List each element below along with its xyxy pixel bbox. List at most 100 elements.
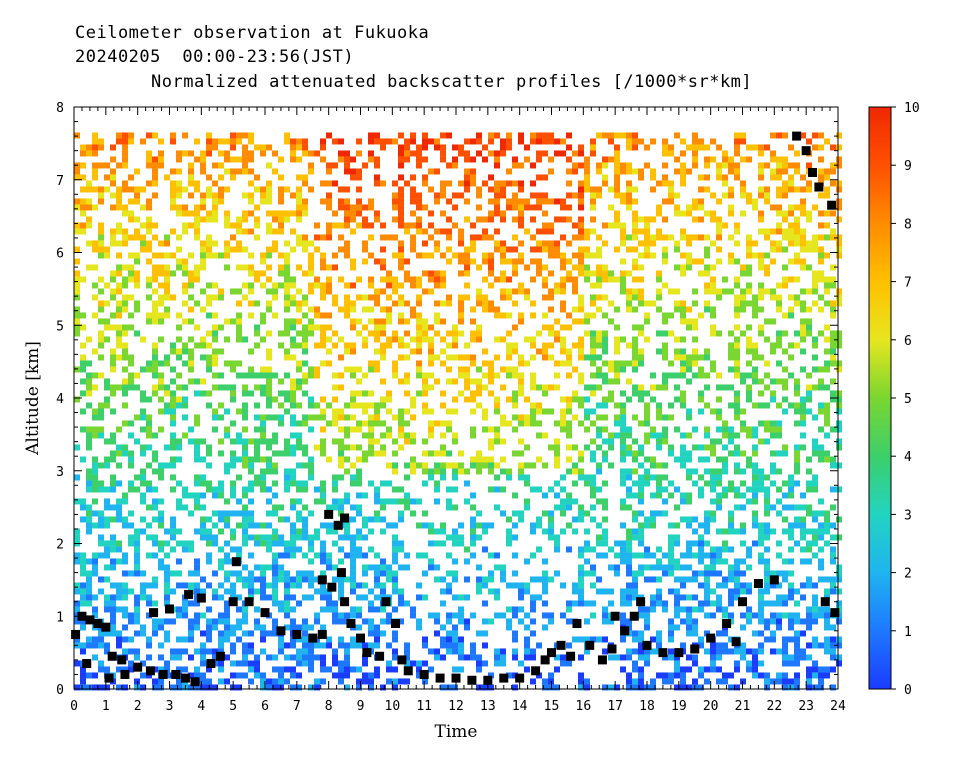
heatmap-cell <box>752 510 758 517</box>
heatmap-cell <box>644 438 650 445</box>
heatmap-cell <box>86 504 92 511</box>
heatmap-cell <box>92 522 98 529</box>
heatmap-cell <box>548 528 554 535</box>
heatmap-cell <box>638 216 644 223</box>
heatmap-cell <box>152 174 158 181</box>
heatmap-cell <box>692 138 698 145</box>
heatmap-cell <box>170 192 176 199</box>
heatmap-cell <box>116 132 122 139</box>
heatmap-cell <box>800 186 806 193</box>
heatmap-cell <box>80 456 86 463</box>
heatmap-cell <box>266 186 272 193</box>
heatmap-cell <box>350 402 356 409</box>
heatmap-cell <box>476 534 482 541</box>
heatmap-cell <box>656 486 662 493</box>
heatmap-cell <box>410 306 416 313</box>
heatmap-cell <box>608 432 614 439</box>
heatmap-cell <box>92 594 98 601</box>
heatmap-cell <box>296 432 302 439</box>
heatmap-cell <box>530 312 536 319</box>
heatmap-cell <box>656 444 662 451</box>
heatmap-cell <box>260 480 266 487</box>
heatmap-cell <box>188 582 194 589</box>
heatmap-cell <box>230 132 236 139</box>
heatmap-cell <box>632 342 638 349</box>
heatmap-cell <box>308 510 314 517</box>
heatmap-cell <box>572 288 578 295</box>
heatmap-cell <box>278 636 284 643</box>
heatmap-cell <box>104 486 110 493</box>
heatmap-cell <box>758 390 764 397</box>
heatmap-cell <box>650 636 656 643</box>
heatmap-cell <box>104 252 110 259</box>
heatmap-cell <box>86 384 92 391</box>
heatmap-cell <box>596 168 602 175</box>
heatmap-cell <box>296 420 302 427</box>
heatmap-cell <box>524 156 530 163</box>
heatmap-cell <box>182 612 188 619</box>
heatmap-cell <box>224 600 230 607</box>
heatmap-cell <box>146 642 152 649</box>
heatmap-cell <box>344 552 350 559</box>
heatmap-cell <box>326 642 332 649</box>
heatmap-cell <box>380 504 386 511</box>
heatmap-cell <box>218 642 224 649</box>
heatmap-cell <box>200 258 206 265</box>
heatmap-cell <box>242 438 248 445</box>
heatmap-cell <box>656 276 662 283</box>
heatmap-cell <box>416 162 422 169</box>
heatmap-cell <box>668 492 674 499</box>
heatmap-cell <box>596 336 602 343</box>
heatmap-cell <box>392 630 398 637</box>
heatmap-cell <box>260 624 266 631</box>
heatmap-cell <box>812 636 818 643</box>
heatmap-cell <box>554 288 560 295</box>
heatmap-cell <box>626 378 632 385</box>
heatmap-cell <box>632 684 638 691</box>
heatmap-cell <box>578 450 584 457</box>
heatmap-cell <box>338 438 344 445</box>
heatmap-cell <box>530 486 536 493</box>
heatmap-cell <box>644 654 650 661</box>
heatmap-cell <box>152 318 158 325</box>
heatmap-cell <box>716 384 722 391</box>
heatmap-cell <box>320 264 326 271</box>
heatmap-cell <box>632 228 638 235</box>
heatmap-cell <box>716 162 722 169</box>
heatmap-cell <box>758 468 764 475</box>
heatmap-cell <box>362 522 368 529</box>
heatmap-cell <box>572 588 578 595</box>
heatmap-cell <box>92 432 98 439</box>
heatmap-cell <box>326 594 332 601</box>
heatmap-cell <box>614 186 620 193</box>
heatmap-cell <box>530 522 536 529</box>
heatmap-cell <box>578 582 584 589</box>
heatmap-cell <box>242 510 248 517</box>
heatmap-cell <box>632 348 638 355</box>
heatmap-cell <box>800 204 806 211</box>
heatmap-cell <box>668 630 674 637</box>
heatmap-cell <box>680 642 686 649</box>
heatmap-cell <box>86 180 92 187</box>
heatmap-cell <box>344 252 350 259</box>
heatmap-cell <box>626 294 632 301</box>
heatmap-cell <box>692 630 698 637</box>
heatmap-cell <box>380 306 386 313</box>
heatmap-cell <box>722 432 728 439</box>
heatmap-cell <box>362 246 368 253</box>
heatmap-cell <box>164 264 170 271</box>
heatmap-cell <box>440 576 446 583</box>
heatmap-cell <box>146 480 152 487</box>
heatmap-cell <box>254 534 260 541</box>
heatmap-cell <box>614 180 620 187</box>
heatmap-cell <box>320 582 326 589</box>
heatmap-cell <box>518 204 524 211</box>
heatmap-cell <box>122 582 128 589</box>
heatmap-cell <box>518 462 524 469</box>
heatmap-cell <box>614 684 620 691</box>
heatmap-cell <box>746 192 752 199</box>
heatmap-cell <box>704 234 710 241</box>
heatmap-cell <box>326 552 332 559</box>
heatmap-cell <box>746 432 752 439</box>
heatmap-cell <box>326 264 332 271</box>
